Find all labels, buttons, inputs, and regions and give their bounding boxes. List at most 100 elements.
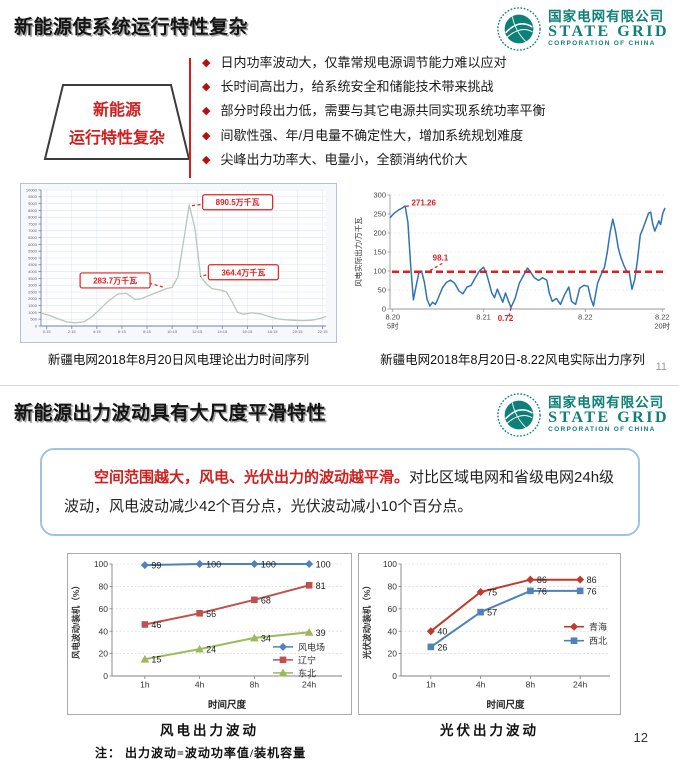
logo-en-name: STATE GRID (548, 409, 669, 427)
svg-text:9000: 9000 (28, 201, 38, 206)
svg-text:3500: 3500 (28, 276, 38, 281)
svg-text:24: 24 (206, 645, 216, 655)
bullet-text: 部分时段出力低，需要与其它电源共同实现系统功率平衡 (220, 103, 546, 119)
svg-text:10:15: 10:15 (167, 329, 178, 334)
svg-text:24h: 24h (302, 680, 316, 690)
svg-text:250: 250 (373, 210, 386, 219)
svg-text:1000: 1000 (28, 310, 38, 315)
svg-text:风电场: 风电场 (298, 641, 325, 652)
svg-text:6:15: 6:15 (118, 329, 127, 334)
wind-fluctuation-chart: 0 20 40 60 80 100 1h 4h 8h 24h 风电波动/装机（%） 时间尺度 99 100… (67, 553, 352, 715)
svg-text:风电波动/装机（%）: 风电波动/装机（%） (71, 581, 81, 659)
svg-text:14:15: 14:15 (217, 329, 228, 334)
actual-wind-output-chart: 0 50 100 150 200 250 300 8.20 5时 8.21 8.22 8.22 20时风… (350, 181, 675, 341)
svg-text:76: 76 (587, 586, 597, 596)
bullet-text: 日内功率波动大，仅靠常规电源调节能力难以应对 (220, 55, 507, 70)
svg-text:86: 86 (537, 575, 547, 585)
svg-text:20:15: 20:15 (292, 329, 303, 334)
svg-text:东北: 东北 (298, 667, 316, 678)
svg-text:68: 68 (261, 595, 271, 605)
svg-text:20: 20 (99, 649, 109, 659)
state-grid-logo: 国家电网有限公司 STATE GRID CORPORATION OF CHINA (496, 392, 669, 438)
page-number: 12 (633, 730, 648, 745)
svg-text:100: 100 (261, 560, 276, 570)
svg-text:34: 34 (261, 633, 271, 643)
svg-text:4h: 4h (195, 680, 205, 690)
key-message-box: 空间范围越大，风电、光伏出力的波动越平滑。对比区域电网和省级电网24h级波动，风… (40, 448, 640, 536)
svg-text:15: 15 (151, 655, 161, 665)
logo-cn-name: 国家电网有限公司 (548, 395, 665, 411)
svg-text:6500: 6500 (28, 235, 38, 240)
slide-12: 新能源出力波动具有大尺度平滑特性 国家电网有限公司 STATE GRID COR… (0, 386, 679, 772)
svg-text:20时: 20时 (654, 321, 670, 331)
svg-text:18:15: 18:15 (267, 329, 278, 334)
svg-text:0: 0 (392, 671, 397, 681)
svg-text:60: 60 (99, 604, 109, 614)
diamond-bullet-icon: ◆ (202, 57, 211, 69)
bullet-text: 尖峰出力功率大、电量小，全额消纳代价大 (220, 151, 468, 167)
svg-text:8000: 8000 (28, 215, 38, 220)
svg-text:57: 57 (487, 608, 497, 618)
svg-text:81: 81 (316, 581, 326, 591)
svg-text:46: 46 (151, 620, 161, 630)
red-divider-line (189, 58, 191, 178)
svg-text:9500: 9500 (28, 194, 38, 199)
diamond-bullet-icon: ◆ (202, 105, 211, 118)
svg-text:100: 100 (373, 267, 386, 276)
key-message-text: 空间范围越大，风电、光伏出力的波动越平滑。对比区域电网和省级电网24h级波动，风… (64, 463, 616, 522)
svg-text:8h: 8h (250, 680, 260, 690)
bullet-text: 间歇性强、年/月电量不确定性大，增加系统规划难度 (220, 127, 524, 143)
svg-text:1h: 1h (426, 680, 436, 690)
bullet-item: ◆ 尖峰出力功率大、电量小，全额消纳代价大 (202, 151, 676, 169)
svg-text:4:15: 4:15 (93, 329, 102, 334)
svg-text:10000: 10000 (26, 187, 38, 192)
svg-text:7500: 7500 (28, 221, 38, 226)
slide-title: 新能源出力波动具有大尺度平滑特性 (14, 403, 327, 424)
svg-text:22:15: 22:15 (318, 329, 329, 334)
svg-text:8.22: 8.22 (655, 313, 670, 322)
svg-text:99: 99 (151, 561, 161, 571)
chart-caption-left: 风电出力波动 (160, 723, 259, 738)
svg-text:0.72: 0.72 (498, 314, 514, 323)
bullet-text: 长时间高出力，给系统安全和储能技术带来挑战 (220, 79, 494, 95)
state-grid-logo-text: 国家电网有限公司 STATE GRID CORPORATION OF CHINA (548, 9, 669, 48)
svg-text:8.22: 8.22 (578, 313, 593, 322)
svg-text:80: 80 (99, 581, 109, 591)
trapezoid-line2: 运行特性复杂 (69, 128, 165, 147)
svg-text:1500: 1500 (28, 303, 38, 308)
svg-text:8h: 8h (526, 680, 536, 690)
svg-text:364.4万千瓦: 364.4万千瓦 (221, 267, 265, 277)
svg-text:4500: 4500 (28, 262, 38, 267)
svg-text:6000: 6000 (28, 242, 38, 247)
svg-text:8500: 8500 (28, 208, 38, 213)
svg-text:80: 80 (388, 581, 398, 591)
state-grid-logo-text: 国家电网有限公司 STATE GRID CORPORATION OF CHINA (548, 395, 669, 434)
svg-text:2500: 2500 (28, 289, 38, 294)
key-message-rest: 对比区域电网和省级电网24h级波动，风电波动减少42个百分点，光伏波动减小10个… (64, 469, 615, 516)
svg-text:青海: 青海 (589, 621, 607, 632)
svg-text:39: 39 (316, 628, 326, 638)
svg-text:16:15: 16:15 (242, 329, 253, 334)
logo-cn-name: 国家电网有限公司 (548, 9, 665, 25)
bullet-item: ◆ 部分时段出力低，需要与其它电源共同实现系统功率平衡 (202, 102, 676, 120)
svg-text:风电实际出力/万千瓦: 风电实际出力/万千瓦 (353, 217, 363, 287)
trapezoid-callout: 新能源 运行特性复杂 (42, 82, 192, 167)
svg-text:283.7万千瓦: 283.7万千瓦 (93, 275, 137, 285)
svg-text:2:15: 2:15 (68, 329, 77, 334)
svg-text:100: 100 (94, 559, 108, 569)
svg-text:271.26: 271.26 (411, 199, 436, 208)
svg-text:辽宁: 辽宁 (298, 654, 316, 665)
svg-text:56: 56 (206, 609, 216, 619)
chart-caption-right: 光伏出力波动 (440, 723, 539, 738)
svg-text:0: 0 (103, 671, 108, 681)
svg-text:75: 75 (487, 588, 497, 598)
svg-text:24h: 24h (573, 680, 587, 690)
svg-text:26: 26 (437, 642, 447, 652)
bullet-item: ◆ 间歇性强、年/月电量不确定性大，增加系统规划难度 (202, 127, 676, 145)
slide-title: 新能源使系统运行特性复杂 (14, 17, 249, 38)
svg-text:西北: 西北 (589, 636, 607, 646)
logo-en-subtitle: CORPORATION OF CHINA (548, 40, 656, 48)
svg-text:4000: 4000 (28, 269, 38, 274)
svg-text:3000: 3000 (28, 283, 38, 288)
svg-text:1h: 1h (140, 680, 150, 690)
